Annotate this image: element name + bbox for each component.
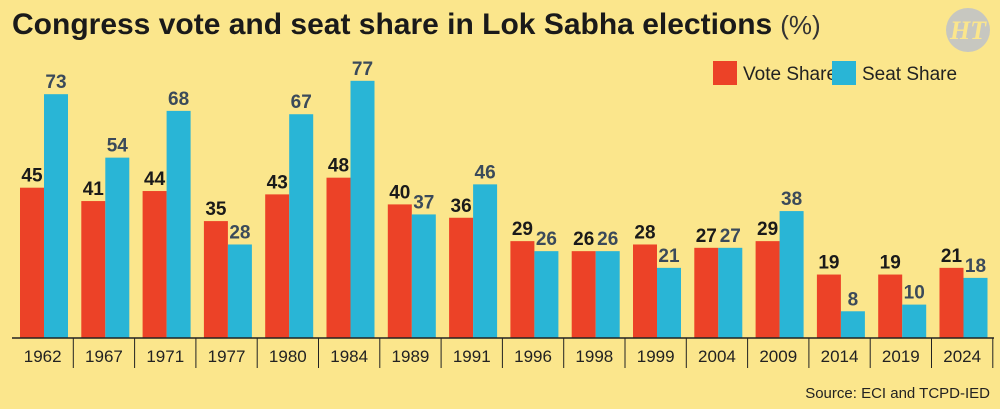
data-label-seat-share-1962: 73: [45, 72, 66, 93]
bar-seat-share-1991: [473, 184, 498, 338]
x-tick-label-1980: 1980: [269, 347, 307, 366]
bar-seat-share-1999: [657, 267, 681, 338]
x-tick-label-1989: 1989: [392, 347, 430, 366]
x-tick-label-1991: 1991: [453, 347, 491, 366]
bar-vote-share-2004: [694, 247, 719, 338]
bar-seat-share-1996: [534, 251, 559, 338]
x-axis-ticks: 1962 1967 1971 1977 1980 1984 1989 1991 1996 1998…: [24, 338, 994, 368]
chart-title-unit: (%): [780, 10, 820, 40]
data-label-vote-share-1977: 35: [205, 199, 227, 220]
bar-vote-share-2009: [755, 241, 780, 338]
x-tick-label-1977: 1977: [208, 347, 246, 366]
legend-label-seat-share: Seat Share: [862, 64, 957, 85]
bar-vote-share-1980: [265, 194, 290, 338]
data-label-seat-share-1967: 54: [107, 136, 129, 157]
bar-seat-share-1980: [289, 114, 314, 338]
data-label-vote-share-2009: 29: [757, 219, 778, 240]
bar-seat-share-2014: [840, 311, 865, 338]
x-tick-label-2004: 2004: [698, 347, 736, 366]
data-label-seat-share-1999: 21: [658, 246, 680, 267]
bar-vote-share-1967: [81, 201, 106, 338]
data-label-seat-share-1980: 67: [291, 92, 312, 113]
data-label-vote-share-2004: 27: [696, 226, 717, 247]
data-label-seat-share-2009: 38: [781, 189, 802, 210]
source-note: Source: ECI and TCPD-IED: [805, 385, 990, 402]
x-tick-label-2024: 2024: [943, 347, 981, 366]
x-tick-label-1996: 1996: [514, 347, 552, 366]
data-label-vote-share-2024: 21: [941, 246, 963, 267]
legend: Vote Share Seat Share: [713, 61, 957, 85]
bar-vote-share-2019: [878, 274, 903, 338]
ht-logo: HT: [946, 8, 990, 52]
x-tick-label-1999: 1999: [637, 347, 675, 366]
data-label-vote-share-1998: 26: [573, 229, 594, 250]
data-label-seat-share-1977: 28: [229, 222, 250, 243]
bar-seat-share-2004: [718, 247, 743, 338]
ht-logo-circle: [946, 8, 990, 52]
x-tick-label-2014: 2014: [821, 347, 859, 366]
bar-vote-share-1977: [203, 221, 228, 338]
data-label-vote-share-2019: 19: [880, 253, 901, 274]
bar-seat-share-1967: [105, 157, 130, 338]
bar-seat-share-1989: [411, 214, 436, 338]
bar-vote-share-1998: [571, 251, 596, 338]
data-label-seat-share-1996: 26: [536, 229, 557, 250]
x-tick-label-1962: 1962: [24, 347, 62, 366]
bar-vote-share-1962: [20, 187, 44, 338]
data-label-seat-share-2019: 10: [904, 283, 925, 304]
data-label-vote-share-1971: 44: [144, 169, 166, 190]
data-label-seat-share-1989: 37: [413, 192, 434, 213]
x-tick-label-1984: 1984: [330, 347, 368, 366]
legend-label-vote-share: Vote Share: [743, 64, 837, 85]
data-label-seat-share-1998: 26: [597, 229, 618, 250]
data-label-vote-share-1996: 29: [512, 219, 533, 240]
data-label-seat-share-1991: 46: [475, 162, 496, 183]
data-label-vote-share-1984: 48: [328, 156, 349, 177]
chart-title: Congress vote and seat share in Lok Sabh…: [12, 8, 772, 41]
bar-vote-share-1984: [326, 177, 351, 338]
bar-vote-share-1989: [387, 204, 412, 338]
bar-vote-share-1991: [449, 217, 474, 338]
bar-vote-share-1971: [142, 191, 167, 338]
data-label-seat-share-1984: 77: [352, 59, 373, 80]
bar-seat-share-1971: [166, 110, 191, 338]
x-tick-label-1998: 1998: [575, 347, 613, 366]
bar-vote-share-2024: [939, 267, 964, 338]
data-label-vote-share-1989: 40: [389, 182, 410, 203]
x-tick-label-1971: 1971: [146, 347, 184, 366]
data-label-seat-share-2014: 8: [848, 289, 859, 310]
bar-vote-share-2014: [816, 274, 841, 338]
bar-seat-share-2019: [902, 304, 927, 338]
x-tick-label-2009: 2009: [759, 347, 797, 366]
bar-seat-share-1998: [595, 251, 620, 338]
data-label-seat-share-2024: 18: [965, 256, 986, 277]
bar-vote-share-1996: [510, 241, 535, 338]
ht-logo-text: HT: [949, 16, 987, 45]
data-label-vote-share-1962: 45: [21, 166, 43, 187]
legend-swatch-vote-share: [713, 61, 737, 85]
data-label-seat-share-2004: 27: [720, 226, 741, 247]
bar-seat-share-1984: [350, 80, 375, 338]
data-label-vote-share-1991: 36: [451, 196, 472, 217]
x-tick-label-2019: 2019: [882, 347, 920, 366]
data-label-vote-share-1999: 28: [634, 222, 655, 243]
data-label-vote-share-2014: 19: [818, 253, 839, 274]
data-label-vote-share-1967: 41: [83, 179, 105, 200]
x-tick-label-1967: 1967: [85, 347, 123, 366]
data-label-seat-share-1971: 68: [168, 89, 189, 110]
bar-seat-share-2009: [779, 211, 804, 338]
bar-seat-share-1977: [227, 244, 252, 338]
bar-seat-share-1962: [44, 94, 68, 339]
bar-vote-share-1999: [633, 244, 657, 338]
data-label-vote-share-1980: 43: [267, 172, 288, 193]
bar-seat-share-2024: [963, 277, 988, 338]
legend-swatch-seat-share: [832, 61, 856, 85]
